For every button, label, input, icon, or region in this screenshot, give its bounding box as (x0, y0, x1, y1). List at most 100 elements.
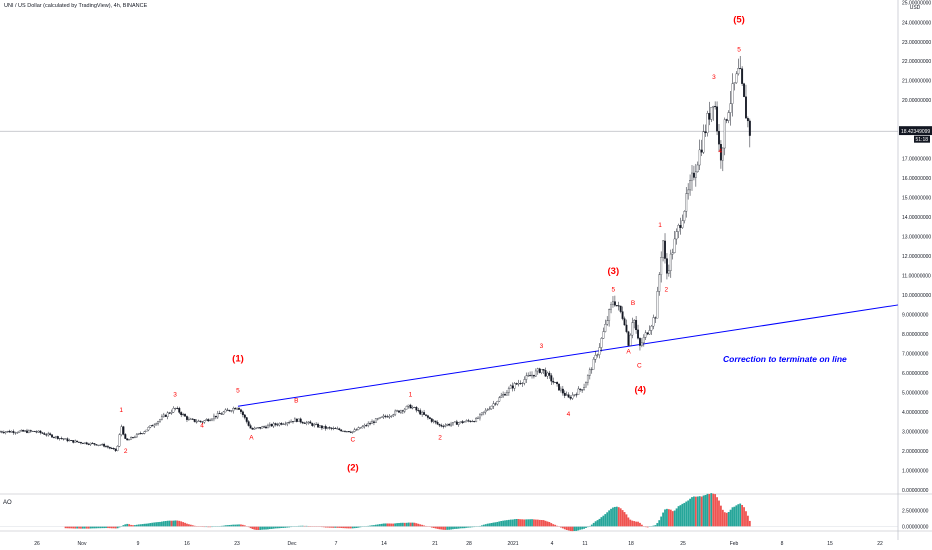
ao-bar (290, 526, 292, 528)
ao-bar (507, 519, 510, 527)
price-tick-label: 25.00000000 (902, 1, 931, 7)
time-tick-label: 23 (234, 541, 240, 547)
candle-body (157, 421, 160, 425)
candle-body (4, 431, 7, 433)
candle-body (151, 425, 154, 427)
ao-bar (78, 526, 80, 529)
candle-body (448, 424, 451, 426)
time-axis[interactable]: 26 Nov 9 16 23 Dec 7 14 21 28 2021 4 11 18 25 Feb 8 15 22 (34, 541, 883, 547)
ao-bar (417, 523, 420, 527)
candle-body (484, 409, 487, 413)
ao-bar (247, 526, 250, 528)
ao-bar (594, 521, 597, 527)
ao-bar (394, 523, 397, 527)
candle-body (243, 414, 246, 418)
minor-wave-label: 3 (712, 74, 716, 81)
ao-bar (496, 521, 499, 527)
time-tick-label: 9 (137, 541, 140, 547)
candle-body (214, 415, 217, 418)
ao-bar (118, 526, 121, 528)
time-tick-label: 26 (34, 541, 40, 547)
candle-body (66, 438, 69, 442)
candle-body (91, 442, 94, 444)
candle-body (232, 408, 235, 412)
ao-bar (270, 526, 273, 529)
ao-bar (134, 525, 136, 527)
candle-body (39, 430, 42, 433)
candle-body (399, 410, 402, 413)
candle-body (411, 407, 414, 409)
candle-body (20, 430, 23, 432)
ao-bar (587, 526, 589, 528)
candle-body (80, 442, 82, 444)
ao-bar (328, 526, 331, 528)
candle-body (623, 318, 626, 326)
candle-body (442, 425, 445, 427)
ao-bar (696, 496, 699, 527)
minor-wave-label: 1 (119, 407, 123, 414)
candle-body (203, 420, 206, 423)
candle-body (515, 383, 518, 385)
ao-bar (617, 507, 620, 527)
price-tick-label: 4.00000000 (902, 410, 929, 416)
ao-bar (461, 526, 464, 529)
candle-body (365, 425, 368, 426)
ao-bar (322, 526, 325, 528)
trendline[interactable] (237, 304, 899, 407)
candle-body (8, 430, 11, 433)
candle-body (114, 448, 117, 451)
ao-bar (550, 523, 553, 527)
candle-body (164, 414, 167, 417)
candle-body (315, 423, 318, 425)
candle-body (253, 427, 256, 430)
candle-body (211, 418, 213, 421)
candle-body (259, 427, 262, 429)
ao-bar (93, 526, 96, 529)
candle-body (488, 408, 491, 410)
candle-body (280, 423, 283, 425)
candle-body (27, 430, 30, 433)
candle-body (656, 291, 659, 319)
price-tick-label: 21.00000000 (902, 79, 931, 85)
ao-bar (305, 525, 308, 527)
ao-bar (107, 526, 109, 529)
ao-bar (403, 522, 406, 527)
candle-body (145, 429, 148, 432)
ao-bar (355, 526, 358, 528)
candle-body (78, 441, 80, 443)
ao-bar (384, 523, 387, 527)
price-tick-label: 8.00000000 (902, 332, 929, 338)
candle-body (646, 332, 649, 335)
ao-bar (444, 526, 447, 530)
candle-body (0, 431, 1, 433)
ao-bar (448, 526, 451, 530)
ao-bar (74, 526, 77, 529)
candle-body (444, 425, 447, 427)
chart-title: UNI / US Dollar (calculated by TradingVi… (4, 3, 148, 9)
candle-body (110, 448, 113, 449)
candle-body (548, 372, 551, 376)
candle-body (592, 359, 595, 370)
price-tick-label: 10.00000000 (902, 293, 931, 299)
candle-body (685, 193, 688, 212)
price-axis[interactable]: USD 24.00000000 23.00000000 22.00000000 21.0… (899, 1, 932, 531)
minor-wave-label: A (249, 434, 254, 441)
candle-body (33, 430, 36, 432)
candle-body (249, 425, 252, 429)
candle-body (162, 414, 165, 417)
minor-wave-label: 2 (124, 448, 128, 455)
candle-body (482, 411, 485, 413)
price-tick-label: 24.00000000 (902, 20, 931, 26)
ao-bar (521, 519, 524, 527)
ao-bar (398, 523, 400, 527)
candle-body (737, 68, 740, 75)
price-candles (0, 56, 751, 453)
candle-body (255, 427, 258, 429)
candle-body (465, 420, 468, 422)
ao-bar (390, 523, 393, 527)
candle-body (139, 433, 142, 435)
ao-bar (560, 526, 562, 528)
last-price-label: 18.42349099 (901, 129, 930, 135)
candle-body (270, 423, 273, 427)
